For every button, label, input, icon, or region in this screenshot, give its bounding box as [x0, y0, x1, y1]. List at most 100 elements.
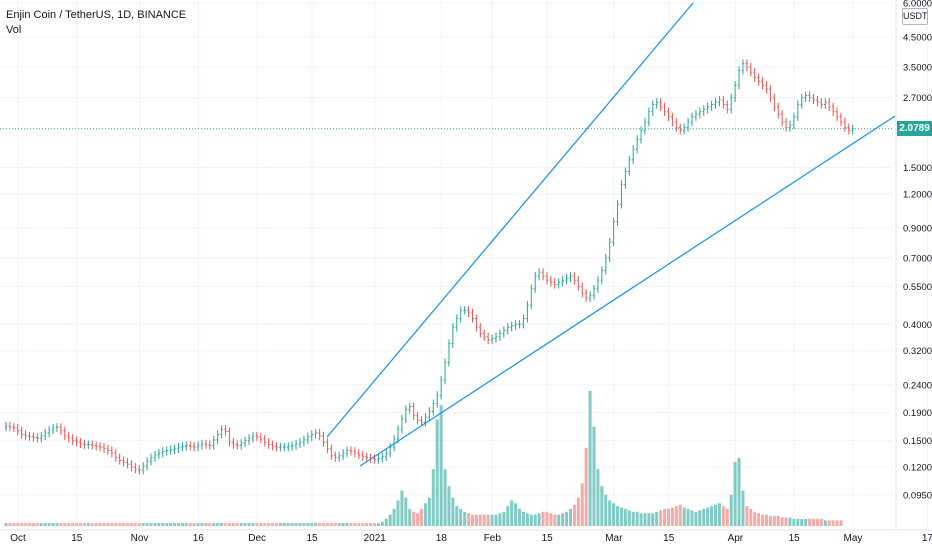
- candle: [43, 428, 47, 441]
- candle: [792, 112, 796, 129]
- volume-bar: [376, 523, 380, 526]
- grid-lines: [0, 0, 928, 528]
- candle: [357, 449, 361, 460]
- candle: [761, 77, 764, 90]
- volume-bar: [345, 523, 349, 526]
- candle: [479, 323, 482, 338]
- x-tick-label: 2021: [364, 533, 387, 544]
- volume-bar: [137, 523, 141, 526]
- currency-unit-badge[interactable]: USDT: [902, 8, 928, 25]
- candle: [812, 93, 815, 105]
- volume-bar: [298, 523, 302, 526]
- candle: [59, 423, 63, 435]
- candle: [424, 412, 427, 427]
- volume-bar: [678, 504, 682, 526]
- volume-bar: [776, 516, 780, 526]
- candle: [16, 423, 20, 435]
- candle: [118, 453, 121, 465]
- volume-bar: [576, 497, 580, 526]
- volume-bar: [235, 523, 239, 526]
- volume-bar: [212, 523, 216, 526]
- candle: [428, 407, 431, 422]
- volume-bar: [208, 523, 212, 526]
- volume-bar: [82, 523, 86, 526]
- candle: [122, 456, 125, 467]
- volume-bar: [227, 523, 231, 526]
- candle: [337, 451, 341, 462]
- volume-bar: [318, 523, 322, 526]
- candle: [702, 105, 706, 116]
- x-tick-label: 15: [542, 533, 554, 544]
- candle: [651, 100, 655, 116]
- volume-bar: [224, 523, 228, 526]
- y-tick-label: 4.5000: [903, 33, 932, 44]
- volume-bar: [169, 523, 173, 526]
- x-tick-label: Feb: [484, 533, 502, 544]
- volume-bar: [768, 516, 772, 526]
- volume-bar: [184, 523, 188, 526]
- candle: [431, 399, 435, 416]
- volume-bar: [165, 523, 169, 526]
- volume-bar: [655, 511, 659, 526]
- volume-bar: [282, 523, 286, 526]
- volume-bar: [788, 517, 792, 526]
- candle: [322, 431, 325, 447]
- volume-bar: [31, 523, 35, 526]
- candle: [388, 443, 392, 458]
- candle: [349, 446, 353, 456]
- volume-bar: [600, 486, 604, 526]
- volume-bar: [443, 469, 447, 526]
- candle: [165, 446, 169, 456]
- candle: [643, 117, 647, 135]
- volume-bar: [251, 523, 255, 526]
- candle: [800, 93, 804, 109]
- candle: [788, 120, 792, 132]
- candle: [286, 442, 290, 452]
- y-tick-label: 1.5000: [903, 163, 932, 174]
- candle: [725, 100, 729, 114]
- volume-bar: [729, 494, 733, 526]
- volume-bar: [259, 523, 263, 526]
- volume-bar: [71, 523, 75, 526]
- volume-bar: [329, 523, 333, 526]
- candle: [157, 449, 161, 460]
- candle: [302, 435, 306, 447]
- volume-bar: [580, 483, 584, 526]
- candle: [577, 276, 580, 291]
- candle: [686, 117, 690, 132]
- candle: [396, 425, 400, 444]
- volume-bar: [518, 508, 522, 526]
- volume-bar: [384, 518, 388, 526]
- candle: [255, 431, 259, 441]
- volume-bar: [663, 508, 667, 526]
- volume-bar: [631, 511, 635, 526]
- candle: [279, 443, 282, 452]
- x-tick-label: 15: [663, 533, 675, 544]
- last-price-label: 2.0789: [897, 121, 932, 137]
- candle: [549, 276, 553, 287]
- volume-bar: [721, 506, 725, 526]
- candle: [541, 268, 545, 281]
- candle: [580, 282, 584, 298]
- volume-bar: [400, 490, 404, 526]
- candle: [655, 98, 659, 109]
- volume-bar: [596, 469, 600, 526]
- candle: [130, 460, 133, 472]
- candle: [757, 73, 760, 86]
- candle: [212, 435, 216, 450]
- volume-bar: [47, 523, 51, 526]
- volume-bar: [463, 511, 467, 526]
- y-tick-label: 0.3200: [903, 346, 932, 357]
- volume-bar: [823, 520, 827, 526]
- volume-bar: [333, 523, 337, 526]
- candle: [294, 439, 298, 450]
- candle: [263, 434, 267, 447]
- candle: [114, 449, 118, 462]
- volume-bar: [827, 520, 831, 526]
- volume-bar: [623, 508, 627, 526]
- volume-bar: [725, 508, 729, 526]
- volume-bar: [514, 503, 518, 526]
- candle: [847, 123, 851, 135]
